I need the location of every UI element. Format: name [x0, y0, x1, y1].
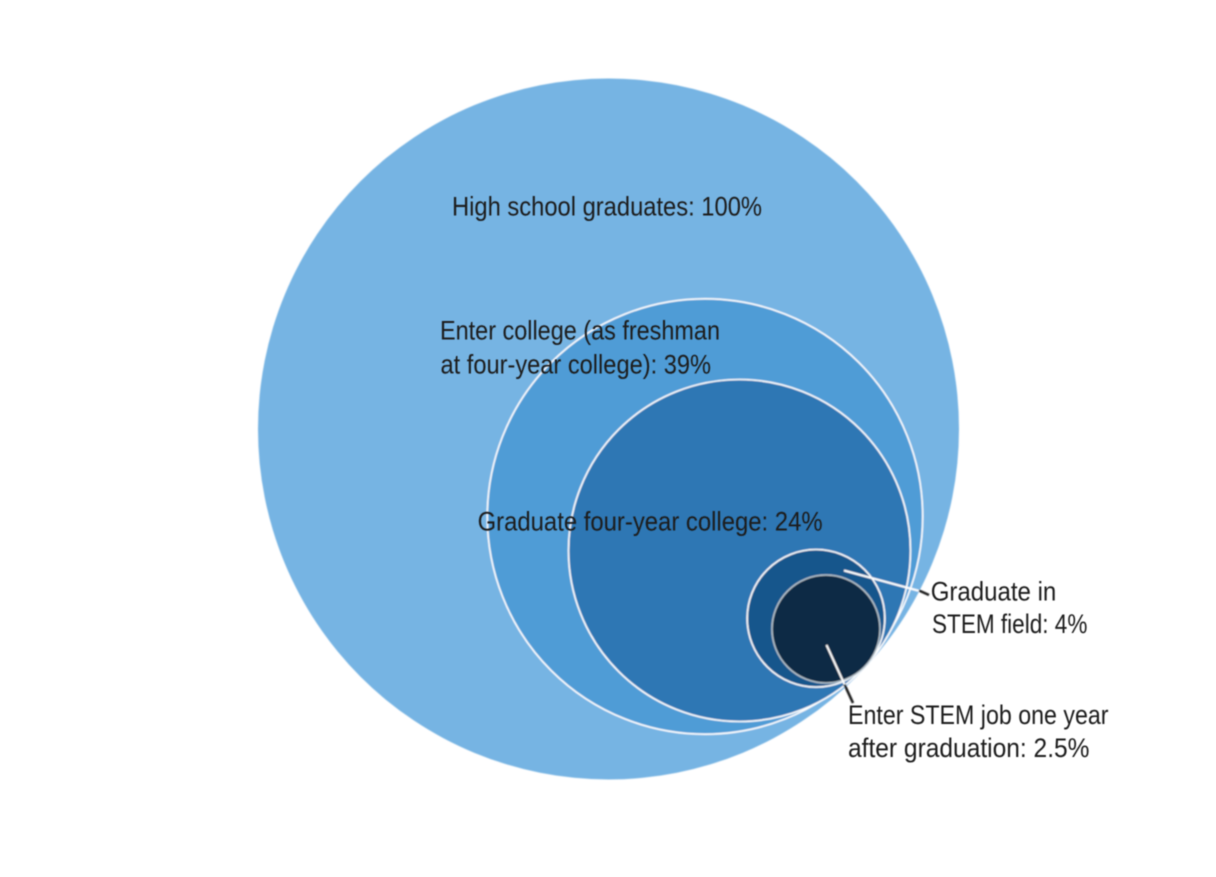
- svg-text:Graduate in: Graduate in: [931, 576, 1057, 606]
- svg-text:after graduation: 2.5%: after graduation: 2.5%: [848, 733, 1090, 763]
- svg-text:High school graduates: 100%: High school graduates: 100%: [452, 192, 762, 222]
- svg-text:Graduate four-year college: 24: Graduate four-year college: 24%: [478, 506, 823, 536]
- svg-text:Enter college (as freshman: Enter college (as freshman: [440, 316, 720, 346]
- svg-text:Enter STEM job one year: Enter STEM job one year: [848, 700, 1109, 730]
- svg-text:STEM field: 4%: STEM field: 4%: [932, 609, 1087, 639]
- svg-text:at four-year college): 39%: at four-year college): 39%: [441, 350, 712, 380]
